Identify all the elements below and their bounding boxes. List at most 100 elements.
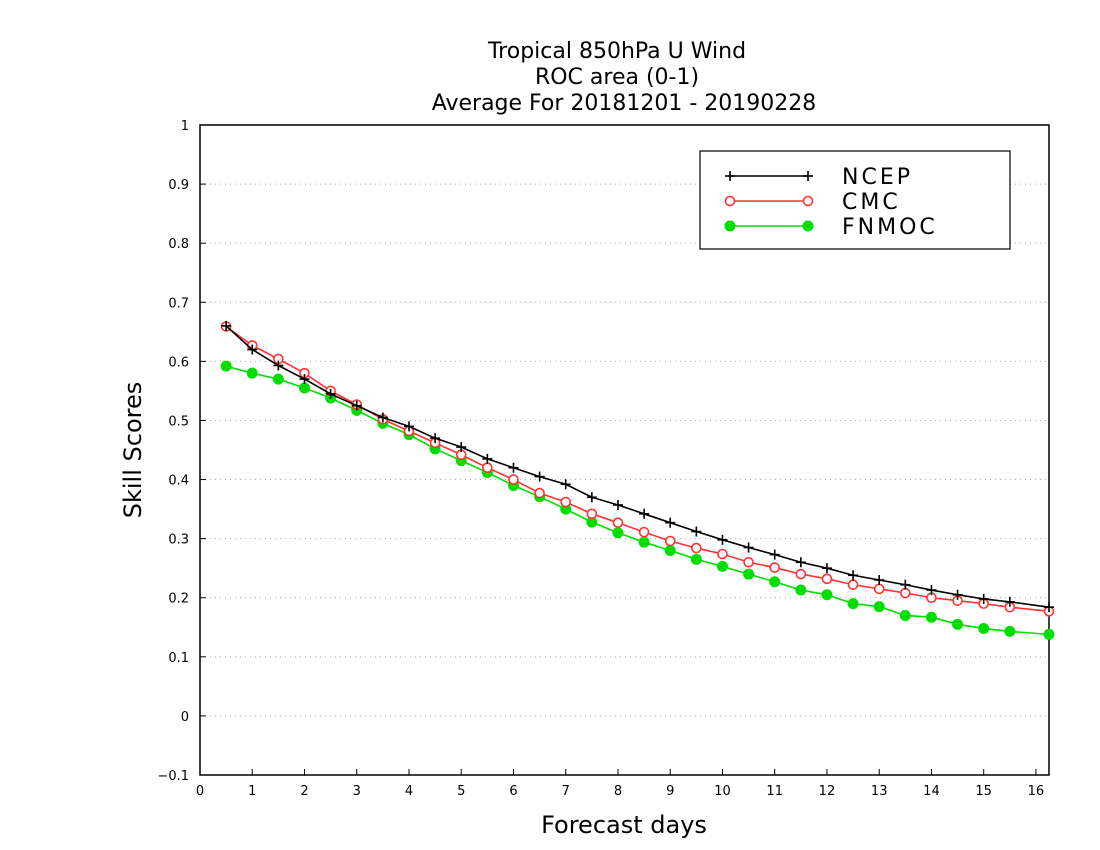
data-point-ncep xyxy=(717,534,728,545)
data-point-ncep xyxy=(534,471,545,482)
x-tick-label: 4 xyxy=(405,784,413,799)
x-tick-label: 7 xyxy=(562,784,570,799)
data-point-ncep xyxy=(221,320,232,331)
x-tick-label: 5 xyxy=(457,784,465,799)
y-tick-label: 0 xyxy=(181,710,189,725)
x-tick-label: 2 xyxy=(300,784,308,799)
legend-marker-fnmoc xyxy=(802,220,814,232)
y-tick-label: 0.1 xyxy=(168,651,189,666)
data-point-cmc xyxy=(743,556,754,568)
data-point-fnmoc xyxy=(795,584,807,596)
data-point-ncep xyxy=(639,508,650,519)
data-point-ncep xyxy=(1044,602,1054,613)
data-point-cmc xyxy=(508,474,519,485)
y-tick-label: −0.1 xyxy=(157,769,189,784)
data-point-ncep xyxy=(247,344,258,355)
data-point-ncep xyxy=(482,453,493,464)
x-tick-label: 10 xyxy=(714,784,731,799)
chart-title-line-1: Tropical 850hPa U Wind xyxy=(487,39,746,64)
data-point-fnmoc xyxy=(246,367,258,379)
data-point-ncep xyxy=(874,575,885,585)
data-point-fnmoc xyxy=(925,611,937,623)
data-point-cmc xyxy=(717,548,728,560)
x-tick-label: 13 xyxy=(871,784,888,799)
data-point-cmc xyxy=(821,573,833,585)
data-point-ncep xyxy=(691,526,702,537)
data-point-ncep xyxy=(586,492,597,503)
data-point-fnmoc xyxy=(1004,625,1016,637)
data-point-ncep xyxy=(926,585,937,596)
data-point-cmc xyxy=(586,508,598,520)
chart-title-line-2: ROC area (0-1) xyxy=(535,65,699,90)
series-lines xyxy=(220,320,1055,640)
data-point-fnmoc xyxy=(220,360,232,372)
data-point-ncep xyxy=(377,412,388,423)
x-tick-label: 0 xyxy=(196,784,204,799)
x-tick-label: 1 xyxy=(248,784,256,799)
x-tick-label: 11 xyxy=(766,784,783,799)
data-point-cmc xyxy=(769,562,781,573)
data-point-fnmoc xyxy=(899,609,911,621)
data-point-fnmoc xyxy=(873,601,885,613)
data-point-ncep xyxy=(821,563,832,574)
x-tick-label: 15 xyxy=(975,784,992,799)
x-tick-label: 14 xyxy=(923,784,940,799)
x-tick-label: 9 xyxy=(666,784,674,799)
y-tick-label: 0.9 xyxy=(168,178,189,193)
data-point-cmc xyxy=(612,517,624,528)
data-point-ncep xyxy=(456,442,467,453)
data-point-fnmoc xyxy=(743,568,755,580)
legend-marker-fnmoc xyxy=(724,220,736,232)
x-tick-label: 8 xyxy=(614,784,622,799)
data-point-cmc xyxy=(638,526,650,538)
data-point-ncep xyxy=(848,570,859,581)
legend-label-cmc: CMC xyxy=(842,190,901,215)
data-point-fnmoc xyxy=(978,622,990,634)
y-tick-label: 0.5 xyxy=(168,414,189,429)
data-point-fnmoc xyxy=(690,553,702,565)
y-axis-label: Skill Scores xyxy=(119,382,147,519)
data-point-cmc xyxy=(664,535,676,547)
x-tick-label: 12 xyxy=(819,784,836,799)
data-point-ncep xyxy=(612,499,623,510)
y-tick-label: 0.8 xyxy=(168,237,189,252)
legend-marker-ncep xyxy=(803,171,813,181)
y-tick-label: 0.7 xyxy=(168,296,189,311)
axis-ticks: −0.100.10.20.30.40.50.60.70.80.910 1 2 3 4 5 6… xyxy=(157,119,1044,799)
data-point-cmc xyxy=(534,487,545,499)
data-point-fnmoc xyxy=(847,598,859,610)
data-point-ncep xyxy=(403,421,414,432)
legend-marker-cmc xyxy=(802,195,814,207)
y-tick-label: 0.4 xyxy=(168,474,189,489)
data-point-ncep xyxy=(952,589,963,600)
data-point-cmc xyxy=(900,587,911,599)
data-point-fnmoc xyxy=(638,536,650,548)
legend-label-fnmoc: FNMOC xyxy=(842,215,938,240)
legend-label-ncep: NCEP xyxy=(842,165,913,190)
y-tick-label: 0.3 xyxy=(168,533,189,548)
data-point-ncep xyxy=(273,360,284,371)
data-point-cmc xyxy=(482,462,493,474)
data-point-ncep xyxy=(665,517,676,528)
data-point-fnmoc xyxy=(1043,628,1055,640)
data-point-cmc xyxy=(873,583,885,595)
data-point-fnmoc xyxy=(716,560,728,572)
series-line-cmc xyxy=(225,325,1050,613)
x-tick-label: 16 xyxy=(1028,784,1045,799)
y-tick-label: 1 xyxy=(181,119,189,134)
data-point-ncep xyxy=(769,549,780,560)
data-point-fnmoc xyxy=(769,576,781,588)
x-tick-label: 3 xyxy=(353,784,361,799)
data-point-cmc xyxy=(691,542,702,554)
data-point-fnmoc xyxy=(952,618,964,630)
legend-marker-cmc xyxy=(724,195,736,207)
data-point-ncep xyxy=(1004,596,1015,607)
y-tick-label: 0.6 xyxy=(168,355,189,370)
data-point-ncep xyxy=(351,400,362,411)
data-point-cmc xyxy=(795,568,807,580)
data-point-fnmoc xyxy=(664,544,676,556)
data-point-ncep xyxy=(325,388,336,399)
data-point-ncep xyxy=(795,557,806,568)
